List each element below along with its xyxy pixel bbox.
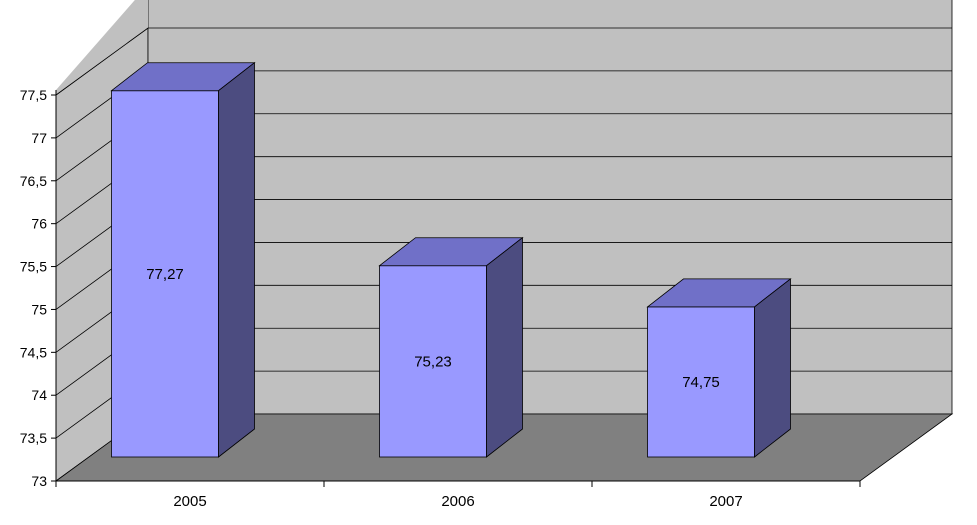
bar-2007-side xyxy=(754,278,791,458)
y-tick-label: 77,5 xyxy=(20,87,47,103)
y-tick-label: 73,5 xyxy=(20,430,47,446)
y-axis-tick-labels: 73 73,5 74 74,5 75 75,5 76 76,5 77 77,5 xyxy=(20,87,47,489)
data-labels: 77,27 75,23 74,75 xyxy=(146,266,720,391)
gridline xyxy=(55,27,952,96)
bar-2007-front xyxy=(647,306,755,458)
y-tick-label: 76,5 xyxy=(20,173,47,189)
x-tick-label-2005: 2005 xyxy=(173,493,206,510)
axes xyxy=(51,90,861,487)
y-tick-label: 77 xyxy=(31,130,47,146)
bar-2006-side xyxy=(486,236,523,458)
x-tick-label-2006: 2006 xyxy=(441,493,474,510)
x-axis-tick-labels: 2005 2006 2007 xyxy=(173,493,742,510)
y-tick-label: 76 xyxy=(31,216,47,232)
data-label-2007: 74,75 xyxy=(682,374,720,391)
y-tick-label: 75 xyxy=(31,301,47,317)
bars xyxy=(110,61,792,458)
bar-2005-front xyxy=(111,90,219,458)
y-tick-label: 74 xyxy=(31,387,47,403)
side-wall-top xyxy=(56,0,148,95)
y-tick-label: 73 xyxy=(31,473,47,489)
x-tick-label-2007: 2007 xyxy=(709,493,742,510)
y-tick-label: 75,5 xyxy=(20,259,47,275)
back-wall xyxy=(147,0,953,415)
data-label-2006: 75,23 xyxy=(414,353,452,370)
y-tick-label: 74,5 xyxy=(20,344,47,360)
data-label-2005: 77,27 xyxy=(146,266,184,283)
bar-2005-side xyxy=(218,61,255,458)
